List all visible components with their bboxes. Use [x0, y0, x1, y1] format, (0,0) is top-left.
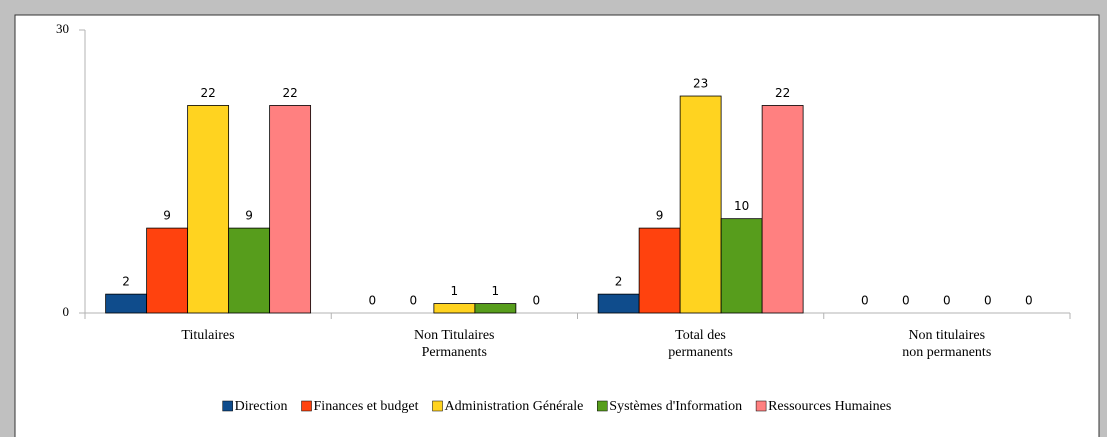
value-label: 0 — [861, 294, 869, 308]
legend-label: Ressources Humaines — [768, 399, 891, 414]
value-label: 2 — [122, 275, 130, 289]
bar — [720, 218, 763, 314]
legend-swatch — [301, 400, 312, 412]
bar — [433, 303, 476, 314]
bar — [228, 227, 271, 314]
value-label: 1 — [451, 284, 459, 298]
x-tick-label: Non Titulaires Permanents — [413, 328, 495, 360]
value-label: 1 — [492, 284, 500, 298]
value-label: 0 — [984, 294, 992, 308]
legend-label: Administration Générale — [445, 399, 584, 414]
bar — [105, 293, 148, 314]
legend-label: Direction — [235, 399, 288, 414]
value-label: 0 — [943, 294, 951, 308]
bar — [187, 105, 230, 314]
value-label: 23 — [693, 77, 708, 91]
x-tick-label: Total des permanents — [668, 328, 733, 360]
bar — [146, 227, 189, 314]
x-tick-label: Titulaires — [181, 328, 235, 343]
value-label: 0 — [369, 294, 377, 308]
y-tick-label: 0 — [63, 304, 70, 319]
legend-swatch — [755, 400, 767, 412]
bar — [597, 293, 640, 314]
value-label: 22 — [200, 86, 215, 100]
value-label: 9 — [163, 209, 171, 223]
panel — [14, 14, 1100, 437]
value-label: 0 — [1025, 294, 1033, 308]
value-label: 2 — [615, 275, 623, 289]
value-label: 22 — [775, 86, 790, 100]
y-tick-label: 30 — [56, 21, 69, 36]
legend-swatch — [432, 400, 443, 412]
legend-label: Systèmes d'Information — [609, 399, 742, 414]
bar — [474, 303, 517, 314]
bar — [638, 227, 681, 314]
legend-label: Finances et budget — [314, 399, 419, 414]
x-tick-label: Non titulaires non permanents — [902, 328, 992, 360]
bar — [269, 105, 312, 314]
bar — [679, 95, 722, 314]
bar — [761, 105, 804, 314]
value-label: 9 — [656, 209, 664, 223]
value-label: 22 — [282, 86, 297, 100]
legend-swatch — [222, 400, 233, 412]
value-label: 9 — [245, 209, 253, 223]
legend-swatch — [597, 400, 608, 412]
value-label: 10 — [734, 199, 749, 213]
value-label: 0 — [410, 294, 418, 308]
value-label: 0 — [533, 294, 541, 308]
legend: Direction Finances et budget Administratio… — [222, 399, 891, 414]
value-label: 0 — [902, 294, 910, 308]
